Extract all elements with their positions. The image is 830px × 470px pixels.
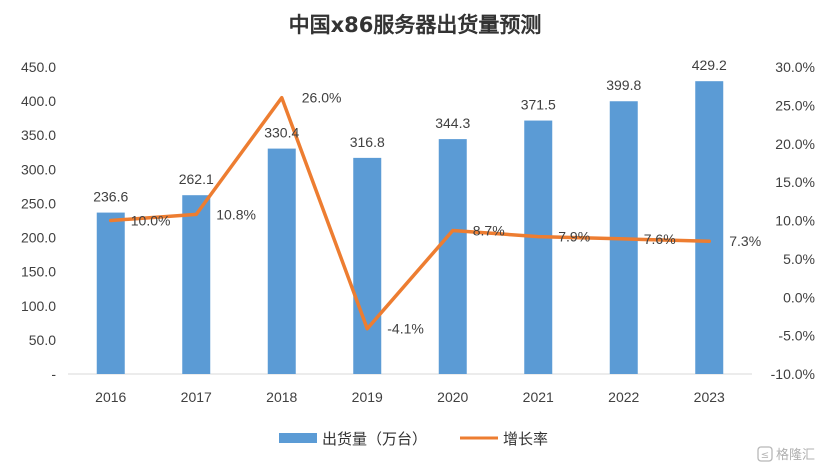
bar bbox=[267, 148, 296, 374]
left-axis-tick-label: 350.0 bbox=[21, 127, 56, 143]
bar bbox=[96, 212, 125, 374]
left-axis-tick-label: 100.0 bbox=[21, 298, 56, 314]
bar-data-label: 371.5 bbox=[521, 97, 556, 113]
line-data-label: 26.0% bbox=[302, 90, 342, 106]
left-axis-tick-label: 400.0 bbox=[21, 93, 56, 109]
chart-title: 中国x86服务器出货量预测 bbox=[289, 13, 542, 37]
bar-data-label: 316.8 bbox=[350, 134, 385, 150]
line-point bbox=[536, 235, 540, 239]
x-axis-tick-label: 2020 bbox=[437, 389, 468, 405]
left-axis-tick-label: - bbox=[51, 366, 56, 382]
x-axis-tick-label: 2023 bbox=[694, 389, 725, 405]
bar-data-label: 399.8 bbox=[606, 77, 641, 93]
line-point bbox=[622, 237, 626, 241]
bar-data-label: 262.1 bbox=[179, 171, 214, 187]
line-point bbox=[365, 327, 369, 331]
line-data-label: 10.8% bbox=[216, 206, 256, 222]
left-axis-tick-label: 200.0 bbox=[21, 230, 56, 246]
right-axis-tick-label: -10.0% bbox=[771, 366, 815, 382]
right-axis-tick-label: 10.0% bbox=[775, 213, 815, 229]
line-point bbox=[451, 228, 455, 232]
legend-line-label: 增长率 bbox=[503, 430, 548, 448]
line-data-label: -4.1% bbox=[387, 321, 424, 337]
line-data-label: 7.3% bbox=[729, 233, 761, 249]
right-axis-tick-label: 25.0% bbox=[775, 97, 815, 113]
line-data-label: 10.0% bbox=[131, 213, 171, 229]
line-data-label: 7.9% bbox=[558, 229, 590, 245]
left-axis-tick-label: 250.0 bbox=[21, 195, 56, 211]
bar bbox=[695, 81, 724, 375]
growth-rate-line bbox=[109, 95, 711, 331]
legend-bar-swatch bbox=[279, 433, 317, 443]
line-point bbox=[194, 212, 198, 216]
x-axis-tick-label: 2019 bbox=[352, 389, 383, 405]
right-axis-tick-label: 0.0% bbox=[783, 289, 815, 305]
x-axis-tick-label: 2022 bbox=[608, 389, 639, 405]
line-point bbox=[280, 96, 284, 100]
legend: 出货量（万台） 增长率 bbox=[279, 430, 548, 448]
right-axis: -10.0% -5.0% 0.0% 5.0% 10.0% 15.0% 20.0% 25.0% 3… bbox=[771, 59, 815, 382]
watermark: ≤ 格隆汇 bbox=[757, 446, 815, 463]
watermark-logo-icon bbox=[757, 446, 773, 462]
bar-series bbox=[96, 81, 724, 375]
x-axis-tick-label: 2021 bbox=[523, 389, 554, 405]
bar-data-label: 344.3 bbox=[435, 115, 470, 131]
line-data-label: 8.7% bbox=[473, 222, 505, 238]
legend-bar-label: 出货量（万台） bbox=[322, 430, 427, 448]
bar-data-label: 429.2 bbox=[692, 57, 727, 73]
right-axis-tick-label: 30.0% bbox=[775, 59, 815, 75]
bar-data-labels: 236.6 262.1 330.4 316.8 344.3 371.5 399.8 429.2 bbox=[93, 57, 727, 204]
left-axis-tick-label: 450.0 bbox=[21, 59, 56, 75]
line-point bbox=[109, 219, 113, 222]
bar-data-label: 330.4 bbox=[264, 125, 299, 141]
left-axis-tick-label: 150.0 bbox=[21, 264, 56, 280]
bar-data-label: 236.6 bbox=[93, 189, 128, 205]
left-axis: - 50.0 100.0 150.0 200.0 250.0 300.0 350.0 400.0… bbox=[21, 59, 56, 382]
watermark-logo-glyph: ≤ bbox=[761, 450, 769, 461]
line-point bbox=[707, 239, 711, 243]
left-axis-tick-label: 300.0 bbox=[21, 161, 56, 177]
bar bbox=[182, 195, 211, 374]
watermark-text: 格隆汇 bbox=[776, 447, 815, 463]
x-axis-tick-label: 2017 bbox=[181, 389, 212, 405]
line-data-labels: 10.0% 10.8% 26.0% -4.1% 8.7% 7.9% 7.6% 7.3% bbox=[131, 90, 761, 337]
x-axis-tick-label: 2018 bbox=[266, 389, 297, 405]
x-axis: 2016 2017 2018 2019 2020 2021 2022 2023 bbox=[68, 373, 752, 405]
bar bbox=[353, 157, 382, 374]
bar bbox=[524, 120, 553, 374]
line-series bbox=[109, 95, 711, 331]
bar bbox=[438, 139, 467, 374]
right-axis-tick-label: 5.0% bbox=[783, 251, 815, 267]
line-data-label: 7.6% bbox=[644, 231, 676, 247]
right-axis-tick-label: 15.0% bbox=[775, 174, 815, 190]
x-axis-tick-label: 2016 bbox=[95, 389, 126, 405]
right-axis-tick-label: -5.0% bbox=[778, 328, 815, 344]
left-axis-tick-label: 50.0 bbox=[29, 332, 56, 348]
right-axis-tick-label: 20.0% bbox=[775, 136, 815, 152]
